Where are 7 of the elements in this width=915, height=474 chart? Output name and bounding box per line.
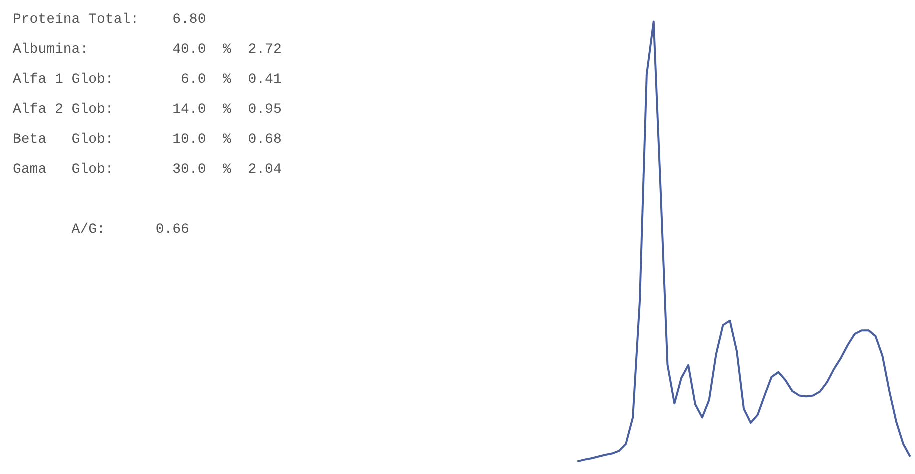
text: Proteína Total: 6.80 xyxy=(13,12,206,28)
text: Gama Glob: 30.0 % 2.04 xyxy=(13,162,282,178)
text: Alfa 2 Glob: 14.0 % 0.95 xyxy=(13,102,282,118)
text: Beta Glob: 10.0 % 0.68 xyxy=(13,132,282,148)
text: Alfa 1 Glob: 6.0 % 0.41 xyxy=(13,72,282,88)
text: Albumina: 40.0 % 2.72 xyxy=(13,42,282,58)
text: A/G: 0.66 xyxy=(72,222,190,238)
